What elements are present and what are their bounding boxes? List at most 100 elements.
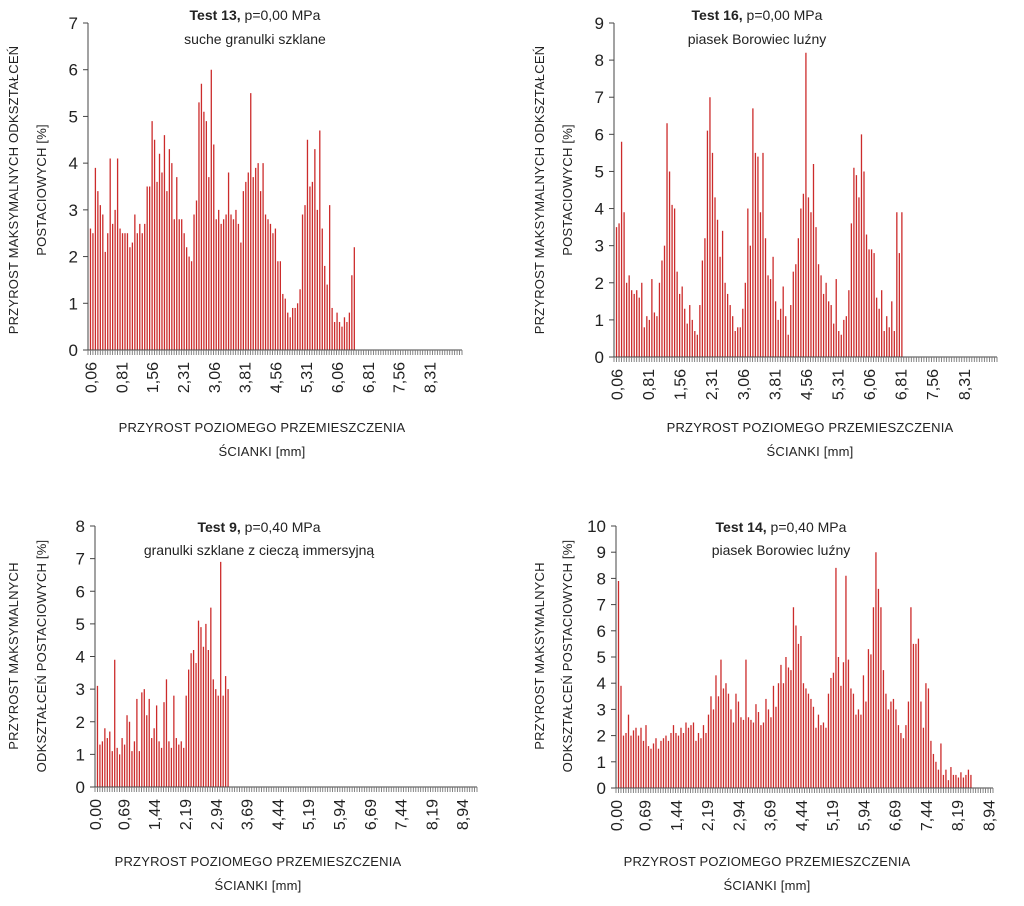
x-tick-label: 8,19	[424, 799, 441, 830]
y-tick-label: 10	[587, 517, 606, 536]
chart-title-rest: p=0,40 MPa	[241, 519, 321, 535]
y-tick-label: 1	[597, 753, 606, 772]
chart-title: Test 13, p=0,00 MPa	[190, 7, 321, 23]
x-axis-label: PRZYROST POZIOMEGO PRZEMIESZCZENIA	[667, 420, 954, 435]
x-axis-label: PRZYROST POZIOMEGO PRZEMIESZCZENIA	[115, 854, 402, 869]
chart-subtitle: suche granulki szklane	[184, 31, 326, 47]
y-tick-label: 7	[76, 550, 85, 569]
y-tick-label: 4	[76, 648, 85, 667]
y-tick-label: 3	[69, 201, 78, 220]
x-tick-label: 8,31	[423, 362, 440, 393]
x-tick-label: 1,56	[145, 362, 162, 393]
y-tick-label: 6	[595, 125, 604, 144]
x-tick-label: 3,06	[207, 362, 224, 393]
bar-chart-test16: 0 1 2 3 4 5 6 7 8 9 0,06 0,81 1,56 2,31 3,06 3,81 4,56 5,…	[532, 7, 998, 459]
y-tick-label: 2	[69, 248, 78, 267]
x-axis-label: ŚCIANKI [mm]	[219, 444, 306, 459]
x-tick-label: 3,81	[238, 362, 255, 393]
x-axis-label: ŚCIANKI [mm]	[767, 444, 854, 459]
chart-title: Test 9, p=0,40 MPa	[197, 519, 320, 535]
y-tick-label: 5	[597, 648, 606, 667]
x-tick-label: 0,00	[609, 800, 626, 831]
x-tick-label: 7,44	[394, 799, 411, 830]
x-tick-label: 2,94	[209, 799, 226, 830]
y-axis-label: ODKSZTAŁCEŃ POSTACIOWYCH [%]	[34, 540, 49, 773]
chart-title: Test 14, p=0,40 MPa	[716, 519, 847, 535]
x-tick-label: 4,44	[270, 799, 287, 830]
bar-chart-test9: 0 1 2 3 4 5 6 7 8 0,00 0,69 1,44 2,19 2,94 3,69 4,44 5,1…	[6, 517, 478, 893]
y-tick-label: 5	[595, 162, 604, 181]
y-tick-label: 6	[69, 61, 78, 80]
x-tick-label: 4,44	[794, 800, 811, 831]
y-tick-label: 6	[597, 622, 606, 641]
y-tick-label: 3	[76, 680, 85, 699]
x-tick-label: 7,56	[392, 362, 409, 393]
x-tick-label: 3,06	[736, 369, 753, 400]
x-tick-label: 2,19	[178, 799, 195, 830]
y-tick-label: 7	[69, 14, 78, 33]
y-tick-label: 0	[595, 348, 604, 367]
y-tick-label: 4	[69, 154, 78, 173]
chart-title-rest: p=0,00 MPa	[743, 7, 823, 23]
x-tick-label: 5,94	[332, 799, 349, 830]
x-axis-label: ŚCIANKI [mm]	[215, 878, 302, 893]
chart-panel-test9: 0 1 2 3 4 5 6 7 8 0,00 0,69 1,44 2,19 2,94 3,69 4,44 5,1…	[0, 470, 512, 906]
y-tick-label: 8	[595, 51, 604, 70]
chart-title-rest: p=0,40 MPa	[767, 519, 847, 535]
chart-title-bold: Test 16,	[692, 7, 743, 23]
y-tick-label: 8	[597, 569, 606, 588]
x-tick-label: 1,44	[669, 800, 686, 831]
x-tick-label: 5,19	[301, 799, 318, 830]
y-axis-label: ODKSZTAŁCEŃ POSTACIOWYCH [%]	[560, 540, 575, 773]
x-tick-label: 3,81	[767, 369, 784, 400]
x-tick-label: 6,69	[363, 799, 380, 830]
x-axis-label: PRZYROST POZIOMEGO PRZEMIESZCZENIA	[624, 854, 911, 869]
y-tick-label: 1	[595, 311, 604, 330]
y-tick-label: 1	[69, 294, 78, 313]
y-tick-label: 2	[597, 727, 606, 746]
x-tick-label: 0,69	[116, 799, 133, 830]
y-tick-label: 7	[597, 596, 606, 615]
y-tick-label: 2	[595, 274, 604, 293]
x-tick-label: 2,31	[176, 362, 193, 393]
x-tick-label: 3,69	[763, 800, 780, 831]
y-axis-label: PRZYROST MAKSYMALNYCH	[6, 562, 21, 749]
y-tick-label: 6	[76, 582, 85, 601]
x-tick-label: 8,94	[981, 800, 998, 831]
x-tick-label: 6,81	[894, 369, 911, 400]
y-tick-label: 4	[597, 674, 606, 693]
x-tick-label: 0,00	[88, 799, 105, 830]
x-tick-label: 6,06	[330, 362, 347, 393]
y-tick-label: 9	[595, 14, 604, 33]
x-tick-label: 6,06	[862, 369, 879, 400]
y-tick-label: 0	[76, 778, 85, 797]
x-tick-label: 0,69	[638, 800, 655, 831]
x-tick-label: 8,94	[455, 799, 472, 830]
x-tick-label: 3,69	[240, 799, 257, 830]
x-tick-label: 0,81	[114, 362, 131, 393]
y-tick-label: 5	[69, 107, 78, 126]
x-tick-label: 4,56	[799, 369, 816, 400]
y-axis-label: POSTACIOWYCH [%]	[560, 124, 575, 256]
x-tick-label: 2,31	[704, 369, 721, 400]
y-tick-label: 7	[595, 88, 604, 107]
x-tick-label: 2,19	[700, 800, 717, 831]
x-tick-label: 0,06	[610, 369, 627, 400]
x-tick-label: 0,06	[83, 362, 100, 393]
chart-title-bold: Test 13,	[190, 7, 241, 23]
x-tick-label: 6,81	[361, 362, 378, 393]
y-tick-label: 0	[69, 341, 78, 360]
x-tick-label: 5,31	[830, 369, 847, 400]
x-tick-label: 2,94	[731, 800, 748, 831]
y-axis-label: PRZYROST MAKSYMALNYCH ODKSZTAŁCEŃ	[532, 46, 547, 335]
chart-subtitle: piasek Borowiec luźny	[712, 542, 851, 558]
chart-panel-test13: 0 1 2 3 4 5 6 7 0,06 0,81 1,56 2,31 3,06 3,81 4,56 5,31…	[0, 0, 512, 470]
x-axis-label: ŚCIANKI [mm]	[724, 878, 811, 893]
chart-title: Test 16, p=0,00 MPa	[692, 7, 823, 23]
x-axis-label: PRZYROST POZIOMEGO PRZEMIESZCZENIA	[119, 420, 406, 435]
y-tick-label: 2	[76, 713, 85, 732]
y-axis-label: PRZYROST MAKSYMALNYCH	[532, 562, 547, 749]
y-tick-label: 8	[76, 517, 85, 536]
y-tick-label: 1	[76, 745, 85, 764]
x-tick-label: 7,44	[919, 800, 936, 831]
